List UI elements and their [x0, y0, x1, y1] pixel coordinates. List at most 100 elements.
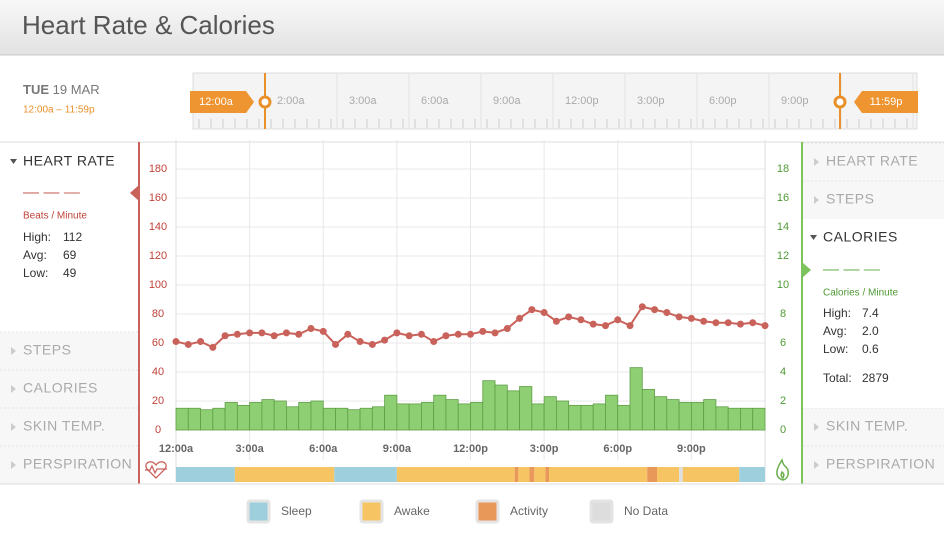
y-tick-label: 20 — [152, 395, 164, 407]
bar — [580, 404, 594, 431]
metric-item-bg[interactable] — [803, 408, 944, 446]
point — [184, 340, 192, 348]
metric-item[interactable]: SKIN TEMP. — [23, 418, 105, 434]
y-tick-label: 60 — [152, 337, 164, 349]
y2-tick-label: 0 — [780, 424, 786, 436]
point — [417, 330, 425, 338]
unit: Beats / Minute — [23, 211, 87, 222]
metric-item-bg[interactable] — [803, 446, 944, 484]
timeline-label: 3:00p — [637, 95, 665, 107]
point — [724, 319, 732, 327]
range-badge — [190, 91, 254, 113]
metric-item-bg[interactable] — [803, 181, 944, 219]
range-handle[interactable] — [833, 95, 847, 109]
activity-segment — [682, 467, 740, 482]
point — [700, 317, 708, 325]
bar — [629, 367, 643, 431]
stat-value: 2.0 — [862, 324, 879, 338]
point — [675, 313, 683, 321]
stat-value: 2879 — [862, 371, 889, 385]
bar — [384, 394, 398, 431]
bar — [408, 403, 422, 431]
stats: High: 112 Avg: 69 Low: 49 — [23, 230, 82, 280]
active-pointer — [802, 262, 811, 278]
active-metric[interactable]: HEART RATE — [23, 153, 115, 169]
point — [405, 332, 413, 340]
bar — [703, 399, 717, 431]
range-handle[interactable] — [258, 95, 272, 109]
stat-value: 0.6 — [862, 342, 879, 356]
metric-item-bg[interactable] — [0, 408, 138, 446]
x-tick-label: 6:00a — [309, 443, 338, 455]
bar — [641, 388, 655, 431]
y-tick-label: 160 — [149, 192, 167, 204]
timeline-label: 6:00p — [709, 95, 737, 107]
point — [589, 320, 597, 328]
x-tick-label: 3:00a — [236, 443, 265, 455]
active-pointer — [130, 185, 139, 201]
metric-item[interactable]: PERSPIRATION — [826, 456, 935, 472]
metric-item-bg[interactable] — [803, 143, 944, 181]
legend-label: Sleep — [281, 504, 312, 518]
legend-swatch — [359, 499, 384, 524]
metric-item[interactable]: STEPS — [23, 342, 71, 358]
bar — [236, 404, 251, 431]
placeholder: — — — — [823, 261, 880, 278]
metric-item[interactable]: CALORIES — [23, 380, 98, 396]
collapse-icon — [11, 461, 16, 469]
timeline[interactable]: 2:00a 3:00a 6:00a 9:00a 12:00p 3:00p 6:00p 9:00… — [190, 72, 918, 130]
bar — [359, 407, 373, 431]
active-metric[interactable]: CALORIES — [823, 229, 898, 245]
stat-value: 112 — [63, 230, 82, 244]
point — [258, 329, 266, 337]
point — [577, 316, 585, 324]
bar — [654, 396, 668, 431]
bar — [482, 380, 496, 431]
activity-segment — [549, 467, 648, 482]
activity-segment — [396, 467, 515, 482]
bar — [200, 409, 214, 431]
heart-icon — [145, 461, 167, 479]
bar — [531, 403, 545, 431]
bar — [506, 390, 520, 431]
point — [221, 332, 229, 340]
metric-item[interactable]: SKIN TEMP. — [826, 418, 908, 434]
metric-item[interactable]: STEPS — [826, 191, 874, 207]
point — [479, 327, 487, 335]
point — [467, 330, 474, 338]
y2-tick-label: 14 — [777, 221, 789, 233]
point — [687, 314, 695, 322]
y-tick-label: 120 — [149, 250, 167, 262]
bar — [261, 399, 275, 431]
point — [368, 340, 376, 348]
bar — [286, 406, 300, 431]
bar — [605, 394, 619, 431]
metric-item-bg[interactable] — [0, 332, 138, 370]
collapse-icon — [11, 423, 16, 431]
legend-label: Activity — [510, 504, 548, 518]
stat-value: 69 — [63, 248, 77, 262]
bar — [543, 396, 557, 431]
y2-tick-label: 16 — [777, 192, 789, 204]
metric-item[interactable]: PERSPIRATION — [23, 456, 132, 472]
bar — [727, 407, 741, 431]
legend-swatch — [589, 499, 614, 524]
y-tick-label: 80 — [152, 308, 164, 320]
point — [381, 336, 389, 344]
activity-segment — [518, 467, 530, 482]
metric-item[interactable]: HEART RATE — [826, 153, 918, 169]
metric-item-bg[interactable] — [0, 446, 138, 484]
bar — [212, 407, 226, 431]
expand-icon — [10, 159, 17, 164]
metric-item-bg[interactable] — [0, 370, 138, 408]
activity-segment — [534, 467, 546, 482]
bar — [715, 406, 729, 431]
day: TUE — [23, 82, 49, 97]
collapse-icon — [814, 158, 819, 166]
y-tick-label: 40 — [152, 366, 164, 378]
x-tick-label: 6:00p — [603, 443, 632, 455]
bar — [310, 400, 324, 431]
activity-segment — [545, 467, 550, 482]
